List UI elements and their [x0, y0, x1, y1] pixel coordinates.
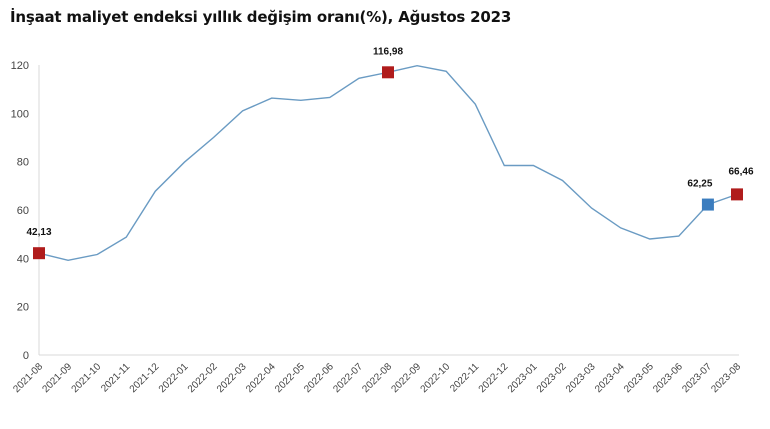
x-tick-label: 2021-09: [40, 361, 74, 395]
x-tick-label: 2022-04: [244, 361, 278, 395]
x-tick-label: 2022-08: [360, 361, 394, 395]
x-tick-label: 2021-10: [70, 361, 104, 395]
series-line: [38, 64, 738, 262]
x-tick-label: 2021-11: [99, 361, 133, 395]
red-square-marker: [731, 188, 743, 201]
y-axis-ticks: 0 20 40 60 80 100 120: [11, 60, 29, 362]
x-axis-ticks: 2021-082021-092021-102021-112021-122022-…: [11, 361, 743, 395]
chart-axes: [38, 65, 739, 356]
y-tick-label: 120: [11, 60, 29, 72]
data-label: 66,46: [728, 166, 753, 177]
red-square-marker: [33, 247, 45, 260]
y-tick-label: 80: [17, 157, 29, 169]
x-tick-label: 2022-07: [331, 361, 365, 395]
x-tick-label: 2021-08: [11, 361, 45, 395]
x-tick-label: 2023-07: [680, 361, 714, 395]
y-tick-label: 40: [17, 253, 29, 265]
x-tick-label: 2022-02: [186, 361, 220, 395]
x-tick-label: 2022-01: [157, 361, 191, 395]
data-label: 116,98: [373, 46, 403, 57]
data-markers: [33, 66, 743, 260]
y-tick-label: 60: [17, 205, 29, 217]
x-tick-label: 2022-05: [273, 361, 307, 395]
x-tick-label: 2022-03: [215, 361, 249, 395]
data-label: 62,25: [687, 179, 712, 190]
red-square-marker: [382, 66, 394, 79]
data-labels: 42,13 116,98 62,25 66,46: [26, 46, 753, 238]
x-tick-label: 2023-01: [506, 361, 540, 395]
data-label: 42,13: [26, 227, 51, 238]
x-tick-label: 2022-09: [389, 361, 423, 395]
y-tick-label: 20: [17, 302, 29, 314]
y-tick-label: 0: [23, 350, 29, 362]
x-tick-label: 2023-06: [651, 361, 685, 395]
x-tick-label: 2022-12: [477, 361, 511, 395]
x-tick-label: 2023-03: [564, 361, 598, 395]
chart-title: İnşaat maliyet endeksi yıllık değişim or…: [10, 8, 512, 26]
blue-square-marker: [701, 198, 714, 211]
x-tick-label: 2023-04: [593, 361, 627, 395]
x-tick-label: 2022-11: [448, 361, 482, 395]
x-tick-label: 2022-10: [419, 361, 453, 395]
x-tick-label: 2023-02: [535, 361, 569, 395]
y-tick-label: 100: [11, 108, 29, 120]
x-tick-label: 2023-05: [622, 361, 656, 395]
x-tick-label: 2022-06: [302, 361, 336, 395]
x-tick-label: 2023-08: [709, 361, 743, 395]
x-tick-label: 2021-12: [128, 361, 162, 395]
